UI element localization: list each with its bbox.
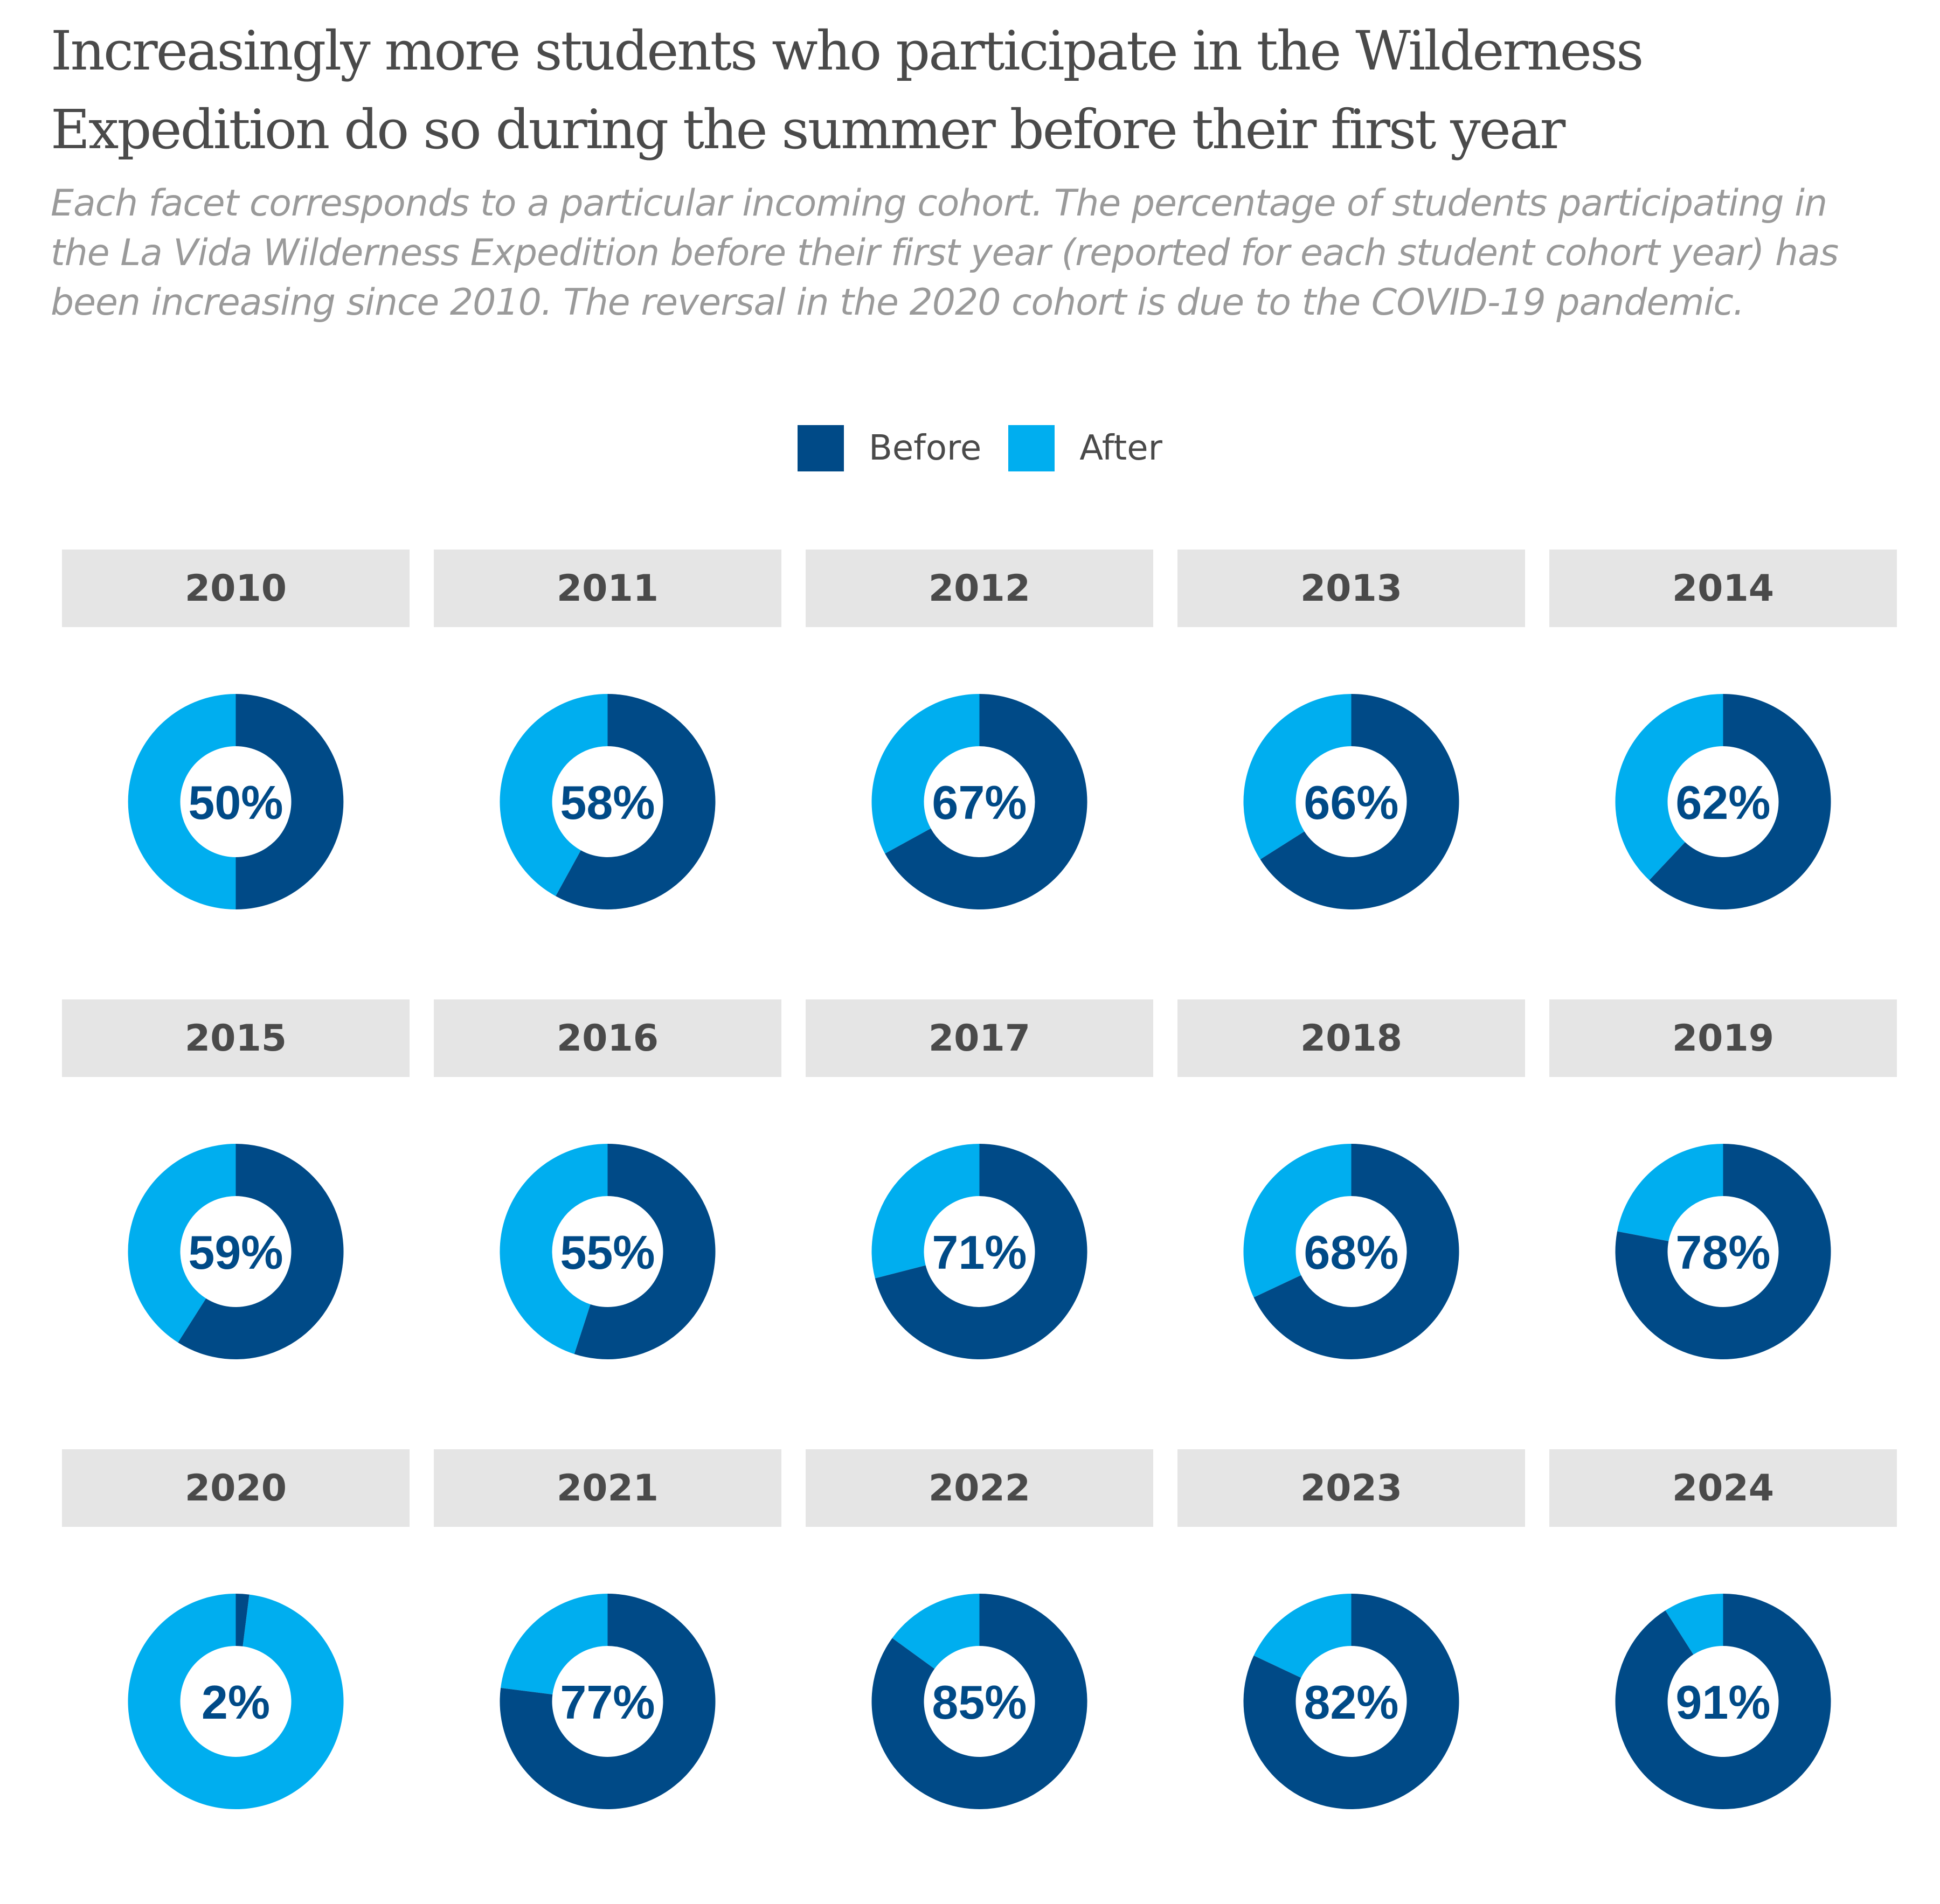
percent-label-2023: 82% — [1304, 1676, 1398, 1729]
facet-strip-2024: 2024 — [1549, 1449, 1897, 1527]
slice-after-2010 — [128, 694, 236, 909]
legend-label-after: After — [1079, 428, 1162, 468]
slice-before-2012 — [885, 694, 1087, 909]
legend-swatch-before — [798, 425, 844, 471]
percent-label-2018: 68% — [1304, 1226, 1398, 1279]
slice-after-2018 — [1243, 1144, 1352, 1298]
facet-strip-2022: 2022 — [806, 1449, 1153, 1527]
slice-before-2014 — [1649, 694, 1831, 910]
percent-label-2011: 58% — [560, 776, 655, 829]
facet-strip-2020: 2020 — [62, 1449, 410, 1527]
percent-label-2013: 66% — [1304, 776, 1398, 829]
percent-label-2020: 2% — [202, 1676, 270, 1729]
chart-title: Increasingly more students who participa… — [51, 19, 1644, 161]
facet-strip-2014: 2014 — [1549, 550, 1897, 627]
facet-strip-2021: 2021 — [434, 1449, 781, 1527]
percent-label-2015: 59% — [188, 1226, 283, 1279]
percent-label-2010: 50% — [188, 776, 283, 829]
percent-label-2012: 67% — [932, 776, 1027, 829]
facet-strip-2018: 2018 — [1177, 999, 1525, 1077]
legend: Before After — [798, 425, 1189, 472]
slice-after-2024 — [1665, 1594, 1723, 1655]
slice-before-2017 — [875, 1144, 1087, 1359]
slice-after-2019 — [1617, 1144, 1723, 1241]
legend-item-after: After — [1008, 425, 1162, 471]
facet-strip-2023: 2023 — [1177, 1449, 1525, 1527]
slice-before-2013 — [1260, 694, 1459, 910]
percent-label-2016: 55% — [560, 1226, 655, 1279]
percent-label-2024: 91% — [1675, 1676, 1770, 1729]
legend-swatch-after — [1008, 425, 1055, 471]
facet-strip-2013: 2013 — [1177, 550, 1525, 627]
legend-label-before: Before — [869, 428, 982, 468]
slice-after-2017 — [871, 1144, 980, 1278]
slice-after-2016 — [500, 1144, 608, 1354]
slice-after-2023 — [1253, 1594, 1352, 1678]
facet-strip-2012: 2012 — [806, 550, 1153, 627]
slice-before-2022 — [871, 1594, 1087, 1809]
slice-before-2011 — [556, 694, 716, 909]
facet-strip-2015: 2015 — [62, 999, 410, 1077]
facet-strip-2016: 2016 — [434, 999, 781, 1077]
legend-item-before: Before — [798, 425, 981, 471]
slice-before-2020 — [235, 1594, 250, 1646]
facet-strip-2019: 2019 — [1549, 999, 1897, 1077]
slice-after-2014 — [1615, 694, 1723, 880]
facet-strip-2010: 2010 — [62, 550, 410, 627]
slice-after-2013 — [1243, 694, 1352, 860]
slice-before-2021 — [500, 1594, 716, 1809]
slice-before-2018 — [1253, 1144, 1459, 1359]
percent-label-2017: 71% — [932, 1226, 1027, 1279]
percent-label-2021: 77% — [560, 1676, 655, 1729]
slice-after-2020 — [128, 1594, 344, 1809]
slice-after-2012 — [871, 694, 980, 854]
slice-after-2021 — [501, 1594, 608, 1695]
slice-after-2022 — [892, 1594, 980, 1669]
slice-after-2015 — [128, 1144, 236, 1343]
chart-subtitle: Each facet corresponds to a particular i… — [51, 182, 1839, 324]
slice-before-2015 — [178, 1144, 344, 1359]
slice-before-2019 — [1615, 1144, 1831, 1359]
percent-label-2022: 85% — [932, 1676, 1027, 1729]
slice-after-2011 — [500, 694, 608, 897]
percent-label-2014: 62% — [1675, 776, 1770, 829]
slice-before-2024 — [1615, 1594, 1831, 1810]
slice-before-2023 — [1243, 1594, 1459, 1809]
slice-before-2010 — [235, 694, 344, 909]
percent-label-2019: 78% — [1675, 1226, 1770, 1279]
facet-strip-2011: 2011 — [434, 550, 781, 627]
slice-before-2016 — [574, 1143, 716, 1359]
facet-strip-2017: 2017 — [806, 999, 1153, 1077]
